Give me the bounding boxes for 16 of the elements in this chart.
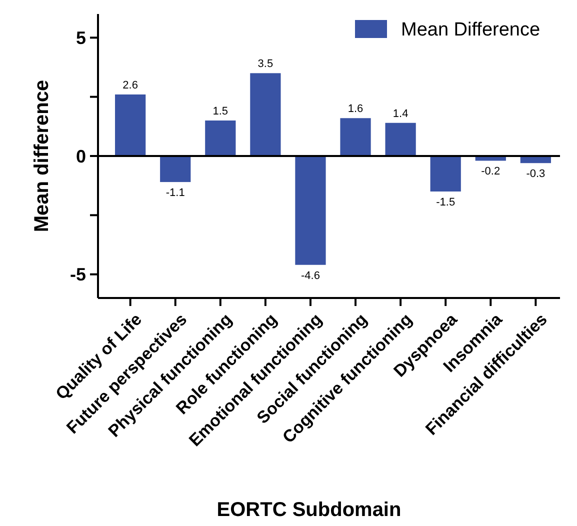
x-axis-title: EORTC Subdomain bbox=[216, 499, 402, 521]
data-label: -0.2 bbox=[481, 166, 500, 178]
data-label: -4.6 bbox=[300, 270, 320, 282]
data-label: 1.4 bbox=[392, 108, 408, 120]
y-tick-label: 0 bbox=[76, 146, 86, 166]
data-label: -0.3 bbox=[526, 168, 546, 180]
legend-label: Mean Difference bbox=[401, 20, 540, 41]
y-tick-label: 5 bbox=[76, 28, 86, 48]
data-label: 3.5 bbox=[258, 58, 274, 70]
data-label: 1.6 bbox=[348, 103, 364, 116]
data-label: 1.5 bbox=[212, 106, 228, 118]
data-label: 2.6 bbox=[122, 79, 138, 92]
data-label: -1.5 bbox=[436, 196, 456, 208]
y-tick-label: -5 bbox=[70, 264, 86, 285]
y-axis-title: Mean difference bbox=[31, 80, 53, 232]
data-label: -1.1 bbox=[166, 187, 185, 200]
